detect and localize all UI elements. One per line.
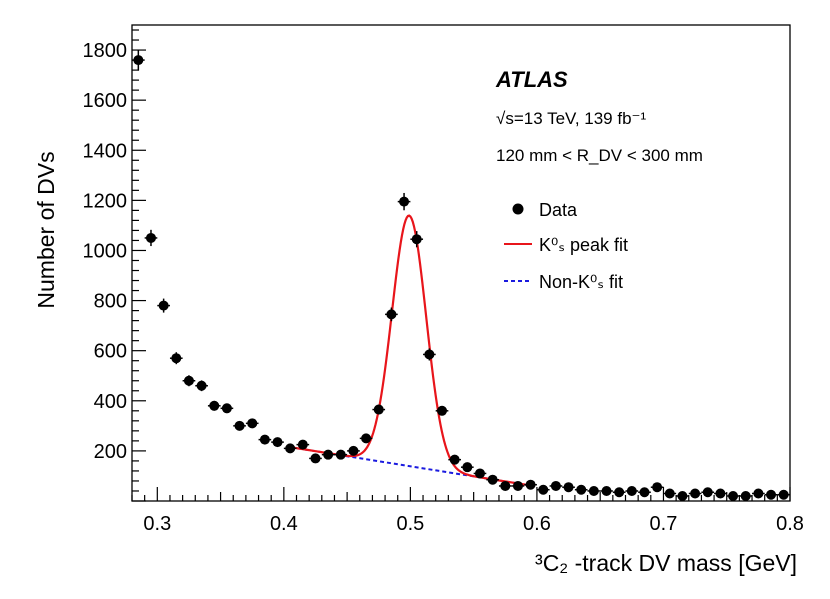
data-point: [233, 420, 246, 431]
data-point: [625, 485, 639, 496]
data-point: [283, 443, 297, 454]
x-axis-ticks: 0.3 0.4 0.5 0.6 0.7 0.8: [131, 487, 804, 535]
data-point: [650, 482, 664, 493]
y-axis-title: Number of DVs: [33, 151, 59, 308]
data-point: [612, 487, 626, 498]
data-point: [347, 445, 360, 456]
data-point: [321, 449, 335, 460]
data-point: [258, 434, 272, 445]
data-point: [461, 462, 474, 473]
legend-item-peak-fit: K⁰ₛ peak fit: [504, 235, 628, 255]
data-point: [777, 489, 790, 500]
x-tick-label: 0.3: [143, 513, 171, 535]
data-point: [169, 352, 183, 365]
data-point: [663, 488, 677, 499]
data-point: [739, 490, 753, 501]
legend-marker-data: [512, 203, 524, 215]
y-tick-label: 1600: [83, 90, 128, 112]
data-point: [410, 231, 424, 248]
data-point: [182, 375, 196, 387]
data-point: [195, 380, 208, 392]
data-point: [574, 484, 588, 495]
data-point: [397, 192, 411, 211]
legend-label-data: Data: [539, 200, 578, 220]
y-tick-label: 200: [94, 441, 127, 463]
experiment-label: ATLAS: [495, 67, 568, 92]
data-point: [372, 404, 386, 415]
legend-item-data: Data: [512, 200, 578, 220]
x-tick-label: 0.8: [776, 513, 804, 535]
energy-label: √s=13 TeV, 139 fb⁻¹: [496, 109, 647, 128]
data-point: [473, 468, 487, 479]
x-tick-label: 0.4: [270, 513, 298, 535]
y-tick-label: 800: [94, 291, 127, 313]
data-point: [638, 487, 651, 498]
legend-label-peak-fit: K⁰ₛ peak fit: [539, 235, 628, 255]
x-tick-label: 0.7: [650, 513, 678, 535]
data-point: [587, 485, 601, 496]
y-tick-label: 400: [94, 391, 127, 413]
y-tick-label: 1000: [83, 240, 128, 262]
data-point: [448, 454, 461, 465]
data-point: [296, 439, 310, 450]
legend-label-non-peak-fit: Non-K⁰ₛ fit: [539, 272, 623, 292]
data-point: [562, 482, 575, 493]
y-tick-label: 600: [94, 341, 127, 363]
data-point: [245, 418, 259, 429]
data-point: [435, 405, 449, 416]
x-tick-label: 0.6: [523, 513, 551, 535]
data-points: [132, 49, 790, 501]
data-point: [714, 488, 727, 499]
data-point: [144, 229, 158, 247]
data-point: [524, 479, 537, 490]
y-axis-ticks: 200 400 600 800 1000 1200 1400 1600 1800: [83, 29, 146, 502]
y-tick-label: 1400: [83, 140, 128, 162]
data-point: [207, 400, 221, 411]
data-point: [511, 480, 525, 491]
data-point: [726, 490, 740, 501]
region-label: 120 mm < R_DV < 300 mm: [496, 146, 703, 165]
data-point: [688, 488, 702, 499]
data-point: [536, 484, 550, 495]
data-point: [309, 453, 322, 464]
legend-item-non-peak-fit: Non-K⁰ₛ fit: [504, 272, 623, 292]
non-peak-fit-line: [290, 446, 531, 487]
y-tick-label: 1200: [83, 190, 128, 212]
data-point: [359, 433, 373, 444]
data-point: [752, 488, 765, 499]
data-point: [486, 474, 499, 485]
y-tick-label: 1800: [83, 40, 128, 62]
data-point: [220, 403, 234, 414]
data-point: [676, 490, 689, 501]
data-point: [157, 298, 170, 313]
data-point: [334, 449, 348, 460]
data-point: [600, 485, 613, 496]
legend: Data K⁰ₛ peak fit Non-K⁰ₛ fit: [504, 200, 628, 292]
data-point: [423, 348, 436, 361]
data-point: [271, 437, 284, 448]
data-point: [764, 489, 778, 500]
data-point: [549, 480, 563, 491]
data-point: [385, 307, 398, 322]
x-tick-label: 0.5: [396, 513, 424, 535]
x-axis-title: ³C₂ -track DV mass [GeV]: [535, 550, 797, 576]
data-point: [498, 480, 512, 491]
data-point: [701, 487, 715, 498]
